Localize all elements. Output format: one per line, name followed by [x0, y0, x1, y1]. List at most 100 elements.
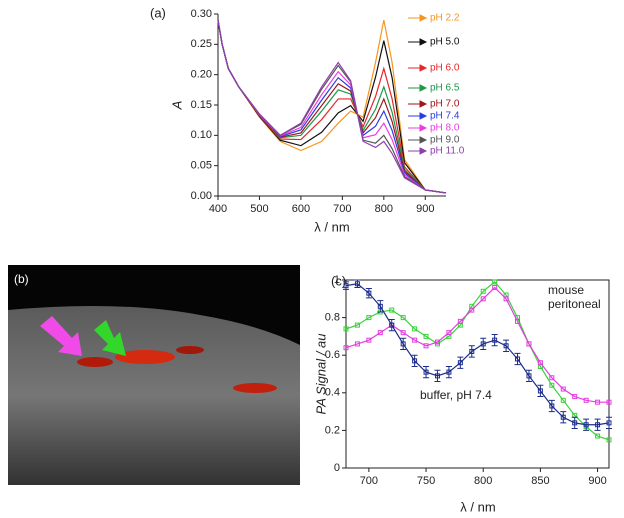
error-bar: [503, 339, 510, 352]
marker: [400, 341, 406, 347]
x-axis-label: λ / nm: [460, 499, 495, 514]
marker: [526, 373, 532, 379]
marker: [400, 315, 406, 321]
error-bar: [400, 337, 407, 351]
legend-label: pH 2.2: [430, 13, 460, 24]
marker: [537, 360, 543, 366]
marker: [515, 318, 521, 324]
error-bar: [468, 345, 475, 358]
x-tick-label: 900: [416, 203, 434, 215]
legend-arrow: [408, 100, 428, 108]
marker: [366, 315, 372, 321]
marker: [583, 422, 589, 428]
marker: [446, 330, 452, 336]
x-axis-label: λ / nm: [314, 219, 349, 234]
y-axis-label: A: [169, 101, 184, 111]
marker: [549, 375, 555, 381]
error-bar: [377, 300, 384, 313]
signal-blob: [176, 346, 204, 354]
marker: [572, 420, 578, 426]
marker: [377, 303, 383, 309]
y-tick-label: 0.4: [325, 387, 340, 399]
marker: [377, 330, 383, 336]
arrow: [94, 320, 126, 356]
legend-label: pH 6.5: [430, 83, 460, 94]
plot-frame: [345, 279, 610, 469]
legend-label: pH 6.0: [430, 63, 460, 74]
marker: [343, 283, 349, 289]
marker: [412, 326, 418, 332]
y-tick-label: 0.10: [191, 129, 212, 141]
signal-blob: [233, 383, 277, 393]
marker: [389, 307, 395, 313]
legend-arrow: [408, 112, 428, 120]
panel-label: (c): [331, 273, 346, 288]
legend-arrow: [408, 14, 428, 22]
marker: [595, 422, 601, 428]
marker: [412, 358, 418, 364]
legend-label: pH 7.4: [430, 111, 460, 122]
marker: [446, 369, 452, 375]
x-tick-label: 500: [250, 203, 268, 215]
marker: [457, 318, 463, 324]
y-tick-label: 0.00: [191, 190, 212, 202]
legend-arrow: [408, 64, 428, 72]
error-bar: [571, 416, 578, 430]
marker: [343, 326, 349, 332]
annotation: peritoneal: [548, 297, 601, 311]
marker: [549, 403, 555, 409]
error-bar: [560, 411, 567, 424]
marker: [434, 339, 440, 345]
marker: [492, 279, 498, 285]
x-tick-label: 700: [360, 475, 378, 487]
error-bar: [606, 416, 612, 430]
y-tick-label: 0.20: [191, 69, 212, 81]
marker: [572, 394, 578, 400]
panel-label: (b): [14, 272, 29, 286]
marker: [526, 341, 532, 347]
y-tick-label: 0.30: [191, 8, 212, 20]
annotation: mouse: [548, 283, 584, 297]
marker: [354, 322, 360, 328]
marker: [480, 288, 486, 294]
error-bar: [411, 354, 418, 367]
x-tick-label: 750: [417, 475, 435, 487]
panel: 0.00 0.05 0.10 0.15 0.20 0.25 0.30 400 500 600 700…: [150, 5, 465, 234]
panel-b: (b): [8, 265, 300, 485]
error-bar: [343, 281, 349, 290]
x-tick-label: 800: [474, 475, 492, 487]
marker: [549, 382, 555, 388]
marker: [492, 337, 498, 343]
marker: [480, 296, 486, 302]
marker: [560, 386, 566, 392]
marker: [515, 356, 521, 362]
error-bar: [445, 365, 452, 379]
y-tick-label: 0.2: [325, 424, 340, 436]
legend-arrow: [408, 147, 428, 155]
marker: [389, 322, 395, 328]
marker: [469, 307, 475, 313]
y-tick-label: 0: [334, 462, 340, 474]
arrow: [40, 316, 82, 356]
marker: [595, 433, 601, 439]
error-bar: [457, 356, 464, 369]
error-bar: [388, 318, 395, 332]
legend-label: pH 11.0: [430, 146, 465, 157]
y-tick-label: 0.6: [325, 349, 340, 361]
error-bar: [537, 384, 544, 398]
marker: [606, 437, 612, 443]
error-bar: [525, 369, 532, 383]
series-line: [217, 19, 447, 194]
marker: [354, 281, 360, 287]
x-tick-label: 800: [375, 203, 393, 215]
x-tick-label: 850: [531, 475, 549, 487]
marker: [537, 388, 543, 394]
error-bar: [480, 337, 487, 351]
panel: 0 0.2 0.4 0.6 0.8 1 700 750 800 850 900 (c) λ / nm PA…: [313, 273, 612, 514]
y-tick-label: 0.25: [191, 38, 212, 50]
marker: [560, 414, 566, 420]
marker: [480, 341, 486, 347]
y-tick-label: 1: [334, 274, 340, 286]
marker: [423, 333, 429, 339]
error-bar: [423, 365, 430, 379]
